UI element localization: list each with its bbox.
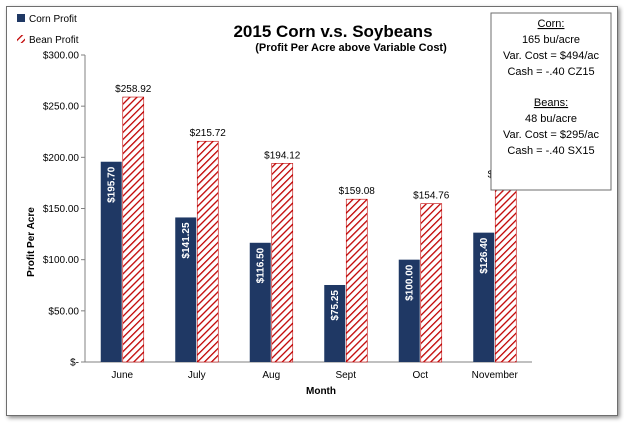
y-axis: $- $50.00 $100.00 $150.00 $200.00 $250.00 $300… — [43, 51, 86, 369]
x-tick-label: Sept — [335, 370, 356, 381]
data-label-corn: $100.00 — [405, 264, 416, 301]
bar-corn-profit — [324, 284, 346, 362]
bar-corn-profit — [249, 242, 271, 362]
bar-corn-profit — [100, 161, 122, 362]
x-tick-label: Oct — [412, 370, 428, 381]
y-tick-label: $- — [70, 358, 79, 369]
data-label-bean: $154.76 — [413, 191, 450, 202]
bar-chart: 2015 Corn v.s. Soybeans (Profit Per Acre… — [17, 12, 612, 397]
data-label-corn: $75.25 — [330, 290, 341, 321]
y-tick-label: $300.00 — [43, 51, 80, 62]
chart-frame: 2015 Corn v.s. Soybeans (Profit Per Acre… — [6, 6, 618, 416]
x-axis-title: Month — [306, 386, 336, 397]
x-tick-label: November — [472, 370, 519, 381]
y-tick-label: $150.00 — [43, 204, 80, 215]
bar-bean-profit — [196, 140, 219, 363]
info-box: Corn: 165 bu/acre Var. Cost = $494/ac Ca… — [490, 12, 612, 191]
bar-bean-profit — [420, 203, 443, 363]
chart-title: 2015 Corn v.s. Soybeans — [233, 22, 432, 41]
y-tick-label: $200.00 — [43, 153, 80, 164]
info-beans-line: 48 bu/acre — [525, 113, 577, 125]
bar-bean-profit — [122, 96, 145, 363]
bar-bean-profit — [494, 182, 517, 363]
legend: Corn Profit Bean Profit — [17, 14, 79, 46]
info-box-frame — [490, 12, 612, 191]
data-label-corn: $116.50 — [256, 247, 267, 283]
x-tick-label: June — [111, 370, 133, 381]
info-beans-line: Var. Cost = $295/ac — [503, 129, 600, 141]
legend-label-bean: Bean Profit — [29, 35, 79, 46]
y-tick-label: $250.00 — [43, 102, 80, 113]
data-label-bean: $194.12 — [264, 150, 301, 161]
data-label-bean: $258.92 — [115, 84, 152, 95]
data-label-corn: $126.40 — [479, 237, 490, 274]
data-label-corn: $195.70 — [107, 166, 118, 203]
info-corn-heading: Corn: — [538, 18, 565, 30]
chart-subtitle: (Profit Per Acre above Variable Cost) — [255, 42, 447, 54]
bars: $195.70 $258.92 $141.25 $215.72 $116.50 $194.… — [100, 84, 524, 363]
info-beans-line: Cash = -.40 SX15 — [507, 145, 594, 157]
info-beans-heading: Beans: — [534, 97, 568, 109]
data-label-bean: $159.08 — [339, 186, 376, 197]
y-tick-label: $100.00 — [43, 255, 80, 266]
data-label-bean: $215.72 — [190, 128, 227, 139]
y-axis-title: Profit Per Acre — [26, 207, 37, 277]
legend-swatch-bean — [17, 35, 25, 43]
bar-bean-profit — [345, 198, 368, 363]
data-label-corn: $141.25 — [181, 222, 192, 259]
y-tick-label: $50.00 — [48, 306, 79, 317]
bar-bean-profit — [271, 163, 294, 363]
info-corn-line: Cash = -.40 CZ15 — [507, 66, 594, 78]
legend-swatch-corn — [17, 14, 25, 22]
bar-corn-profit — [473, 232, 495, 362]
x-tick-label: Aug — [262, 370, 280, 381]
bar-corn-profit — [175, 217, 197, 362]
x-tick-label: July — [188, 370, 206, 381]
bar-corn-profit — [398, 259, 420, 362]
legend-label-corn: Corn Profit — [29, 14, 77, 25]
info-corn-line: Var. Cost = $494/ac — [503, 50, 600, 62]
x-axis: June July Aug Sept Oct November — [85, 361, 532, 381]
info-corn-line: 165 bu/acre — [522, 34, 580, 46]
